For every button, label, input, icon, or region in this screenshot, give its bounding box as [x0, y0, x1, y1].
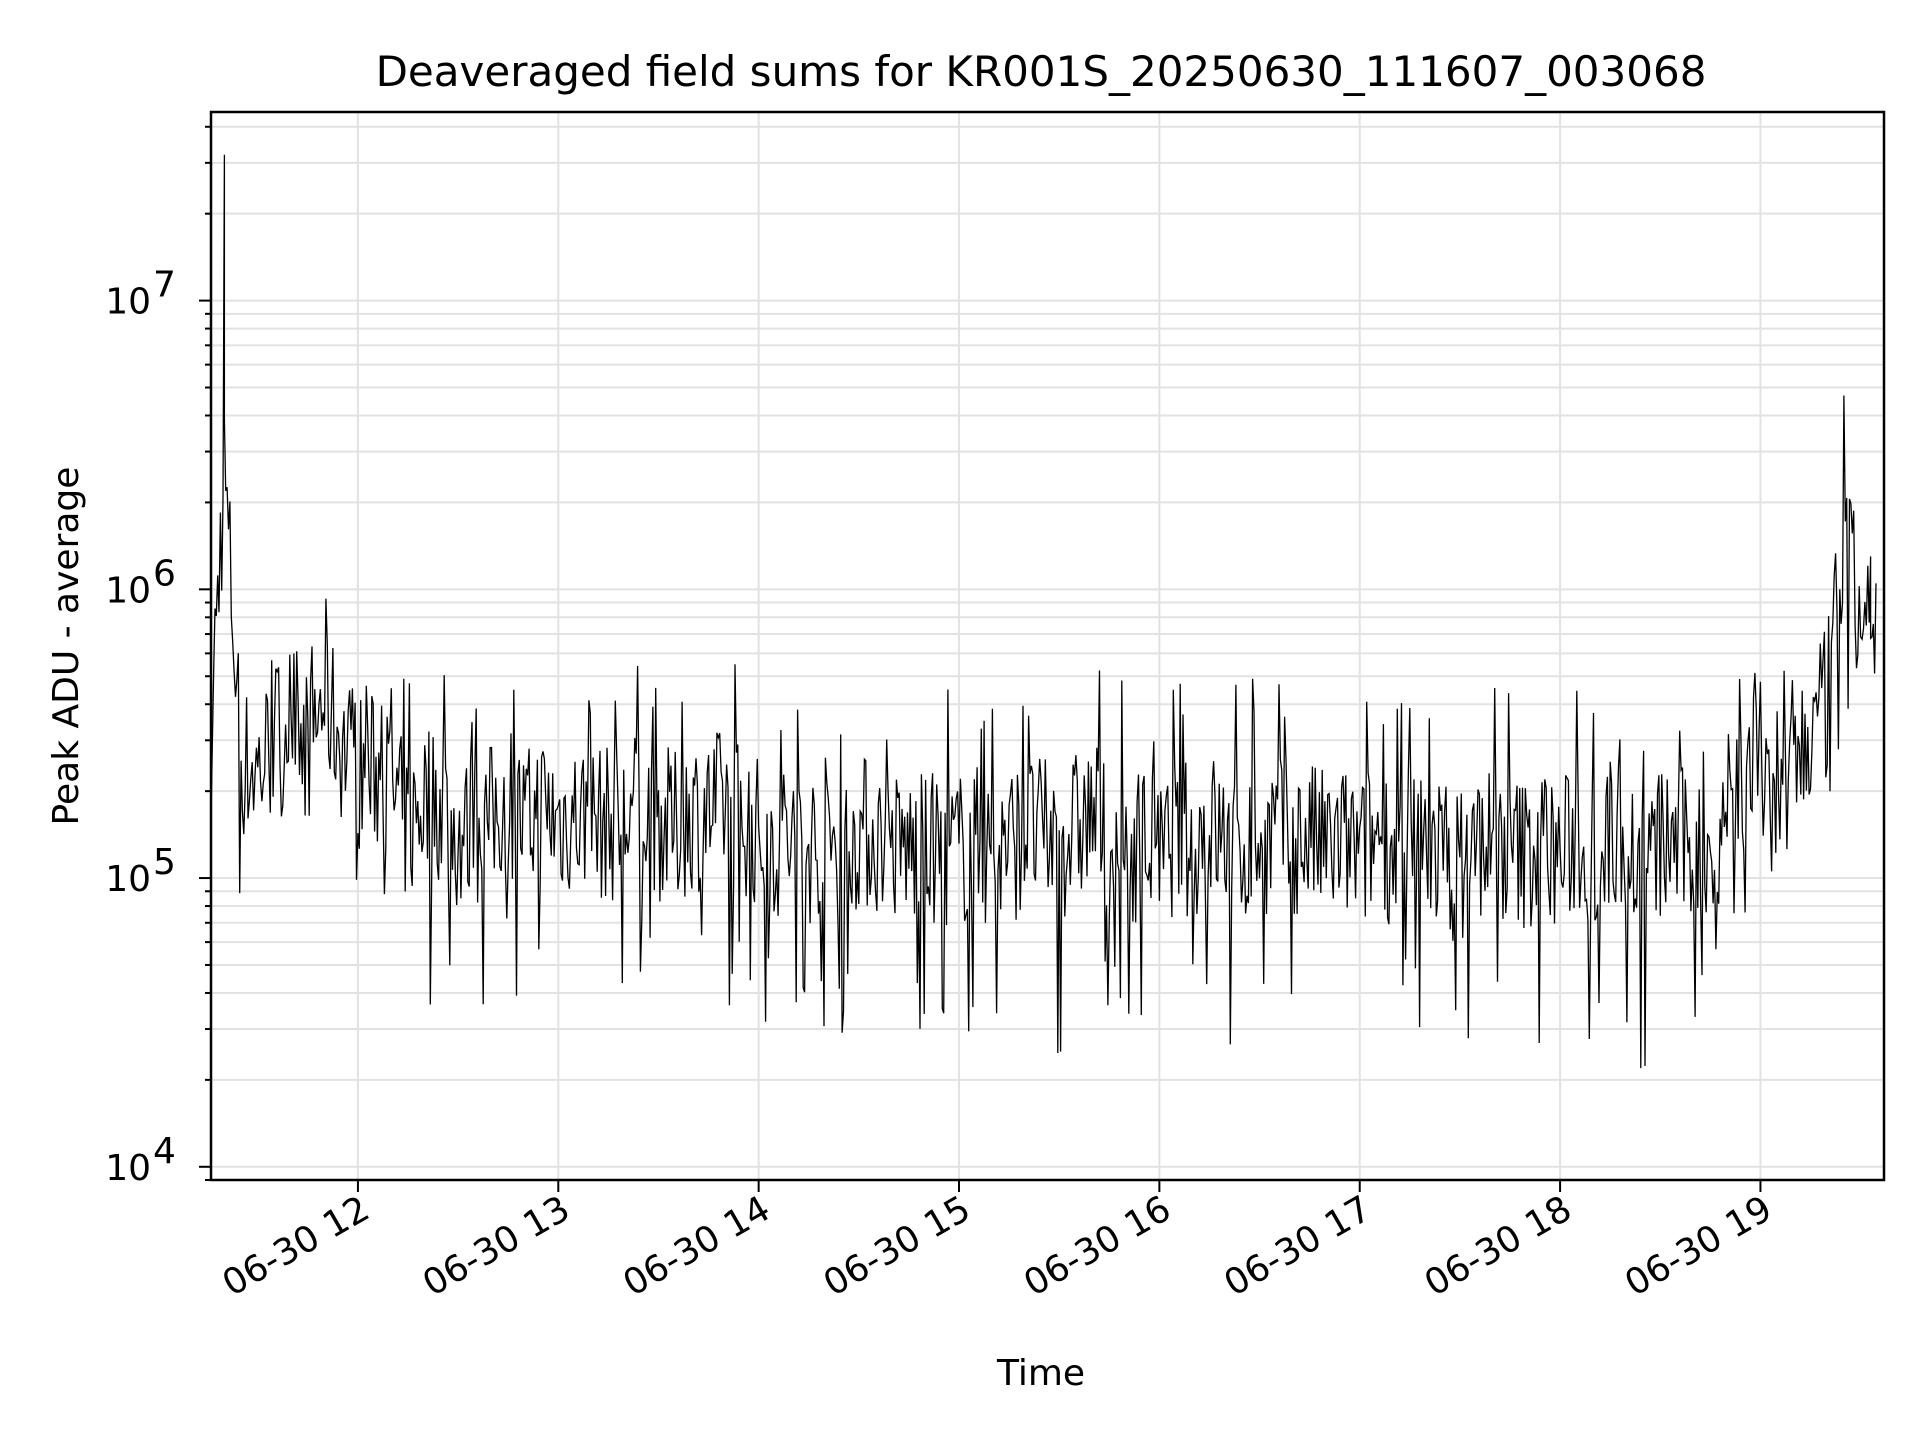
y-tick-label: 10 — [105, 1148, 151, 1189]
chart-title: Deaveraged field sums for KR001S_2025063… — [376, 47, 1707, 96]
y-tick-exponent: 5 — [153, 842, 176, 883]
y-axis-title: Peak ADU - average — [46, 467, 87, 826]
y-tick-label: 10 — [105, 859, 151, 900]
x-tick-label: 06-30 18 — [1418, 1188, 1579, 1304]
tick-layer: 06-30 12 06-30 13 06-30 14 06-30 15 06-30 16… — [105, 125, 1779, 1305]
x-tick-label: 06-30 17 — [1218, 1188, 1379, 1304]
y-tick-exponent: 6 — [153, 553, 176, 594]
x-tick-label: 06-30 14 — [616, 1188, 777, 1304]
x-tick-label: 06-30 16 — [1017, 1188, 1178, 1304]
grid-lines — [211, 112, 1884, 1181]
series-layer — [210, 154, 1877, 1069]
x-axis-title: Time — [996, 1353, 1085, 1394]
x-tick-label: 06-30 15 — [817, 1188, 978, 1304]
y-tick-exponent: 4 — [153, 1131, 176, 1172]
x-tick-label: 06-30 12 — [216, 1188, 377, 1304]
x-tick-label: 06-30 13 — [416, 1188, 577, 1304]
x-tick-label: 06-30 19 — [1618, 1188, 1779, 1304]
y-tick-label: 10 — [105, 282, 151, 323]
plot-frame — [209, 110, 1886, 1182]
y-tick-label: 10 — [105, 570, 151, 611]
y-tick-exponent: 7 — [153, 265, 176, 306]
series-line — [210, 154, 1877, 1069]
